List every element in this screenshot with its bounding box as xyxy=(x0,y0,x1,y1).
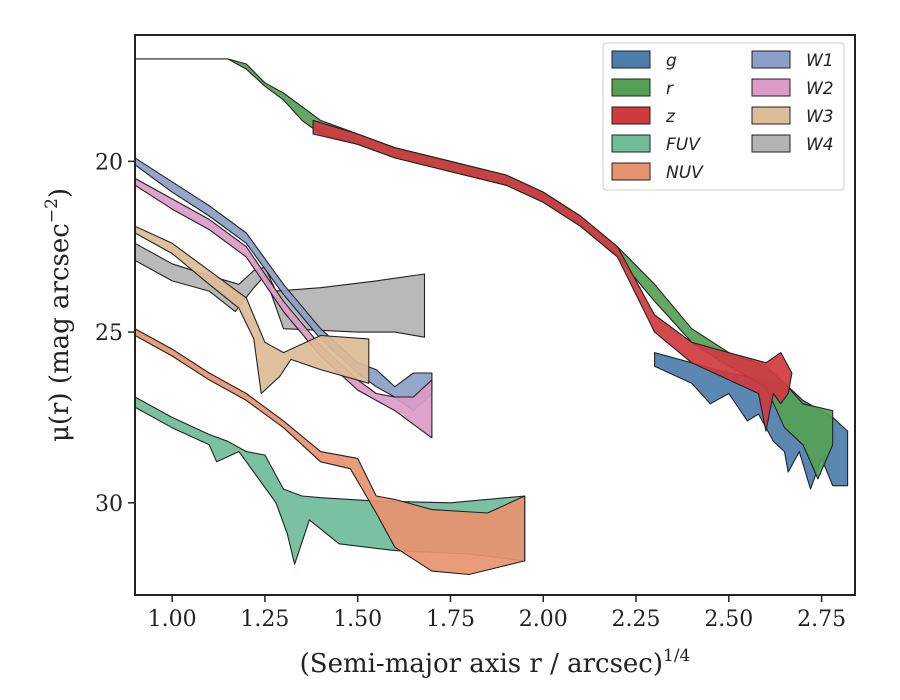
y-tick-label: 25 xyxy=(95,321,123,346)
legend-label-fuv: FUV xyxy=(666,135,701,155)
x-tick-label: 1.75 xyxy=(426,607,475,632)
legend: grz FUV NUV W1 W2 W3 W4 xyxy=(602,42,845,191)
y-axis-label: μ(r) (mag arcsec−2) xyxy=(42,188,75,442)
x-tick-label: 1.25 xyxy=(240,607,289,632)
legend-swatch-w4 xyxy=(751,134,791,153)
x-axis-label: (Semi-major axis r / arcsec)1/4 xyxy=(300,646,691,679)
y-tick-label: 20 xyxy=(95,150,123,175)
legend-label-w4: W4 xyxy=(806,135,834,155)
plot-area xyxy=(135,58,849,576)
legend-label-w2: W2 xyxy=(806,79,834,99)
legend-label-r: r xyxy=(666,79,674,99)
legend-swatch-w2 xyxy=(751,78,791,97)
y-axis: 20 25 30 xyxy=(95,150,135,517)
x-tick-label: 2.75 xyxy=(797,607,846,632)
profile-band-nuv xyxy=(135,328,526,576)
x-tick-label: 1.50 xyxy=(333,607,382,632)
x-axis: 1.00 1.25 1.50 1.75 2.00 2.25 2.50 2.75 xyxy=(148,595,846,632)
legend-label-g: g xyxy=(666,51,677,71)
legend-swatch-nuv xyxy=(611,162,651,181)
y-axis-label-superscript: −2 xyxy=(42,198,62,223)
profile-band-w4 xyxy=(135,242,426,338)
legend-swatch-w1 xyxy=(751,50,791,69)
y-axis-label-suffix: ) xyxy=(45,188,75,198)
legend-label-z: z xyxy=(665,107,676,127)
profile-band-w3 xyxy=(135,225,370,395)
x-tick-label: 2.25 xyxy=(612,607,661,632)
legend-swatch-g xyxy=(611,50,651,69)
plot-frame xyxy=(134,34,856,596)
legend-swatch-z xyxy=(611,106,651,125)
profile-band-z xyxy=(312,119,793,432)
legend-swatch-r xyxy=(611,78,651,97)
x-axis-label-superscript: 1/4 xyxy=(663,646,690,666)
legend-label-nuv: NUV xyxy=(666,163,704,183)
x-tick-label: 2.50 xyxy=(704,607,753,632)
legend-swatch-fuv xyxy=(611,134,651,153)
profile-band-w2 xyxy=(135,177,433,439)
legend-label-w1: W1 xyxy=(806,51,834,71)
x-tick-label: 1.00 xyxy=(148,607,197,632)
legend-swatch-w3 xyxy=(751,106,791,125)
legend-label-w3: W3 xyxy=(806,107,834,127)
x-tick-label: 2.00 xyxy=(519,607,568,632)
y-tick-label: 30 xyxy=(95,492,123,517)
